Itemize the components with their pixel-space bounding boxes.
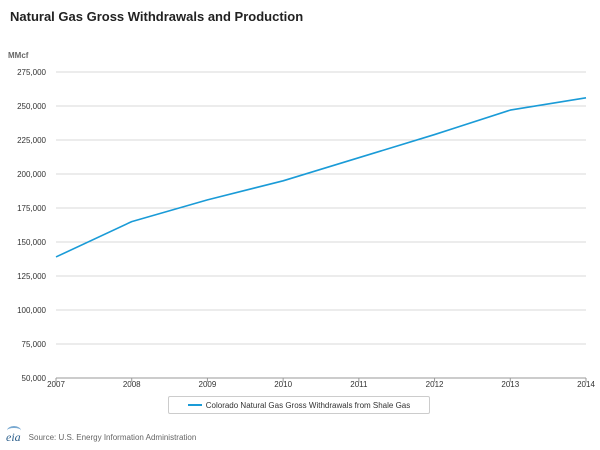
chart-title: Natural Gas Gross Withdrawals and Produc… (10, 9, 304, 24)
y-tick-label: 250,000 (17, 102, 46, 111)
y-tick-label: 75,000 (22, 340, 47, 349)
x-tick-label: 2010 (274, 380, 292, 389)
y-tick-label: 200,000 (17, 170, 46, 179)
x-tick-label: 2009 (199, 380, 217, 389)
series-lines (55, 97, 587, 258)
y-axis-ticks: 50,000 75,000 100,000 125,000 150,000 175,000… (17, 68, 46, 383)
y-tick-label: 50,000 (22, 374, 47, 383)
series-line[interactable] (55, 97, 587, 258)
legend-swatch (187, 404, 202, 406)
y-tick-label: 100,000 (17, 306, 46, 315)
gridlines (56, 71, 586, 379)
x-tick-label: 2013 (501, 380, 519, 389)
x-tick-label: 2012 (426, 380, 444, 389)
y-tick-label: 225,000 (17, 136, 46, 145)
x-tick-label: 2014 (577, 380, 595, 389)
eia-logo-icon: eia (6, 425, 21, 445)
footer: eia Source: U.S. Energy Information Admi… (6, 425, 197, 445)
x-tick-label: 2008 (123, 380, 141, 389)
y-tick-label: 275,000 (17, 68, 46, 77)
y-axis-unit-label: MMcf (8, 51, 29, 60)
y-tick-label: 150,000 (17, 238, 46, 247)
x-tick-label: 2011 (350, 380, 368, 389)
source-text: Source: U.S. Energy Information Administ… (28, 432, 197, 442)
x-axis-ticks: 2007 2008 2009 2010 2011 2012 2013 2014 (47, 378, 595, 389)
y-tick-label: 125,000 (17, 272, 46, 281)
legend[interactable]: Colorado Natural Gas Gross Withdrawals f… (168, 396, 430, 414)
legend-label: Colorado Natural Gas Gross Withdrawals f… (205, 400, 411, 410)
x-tick-label: 2007 (47, 380, 65, 389)
y-tick-label: 175,000 (17, 204, 46, 213)
